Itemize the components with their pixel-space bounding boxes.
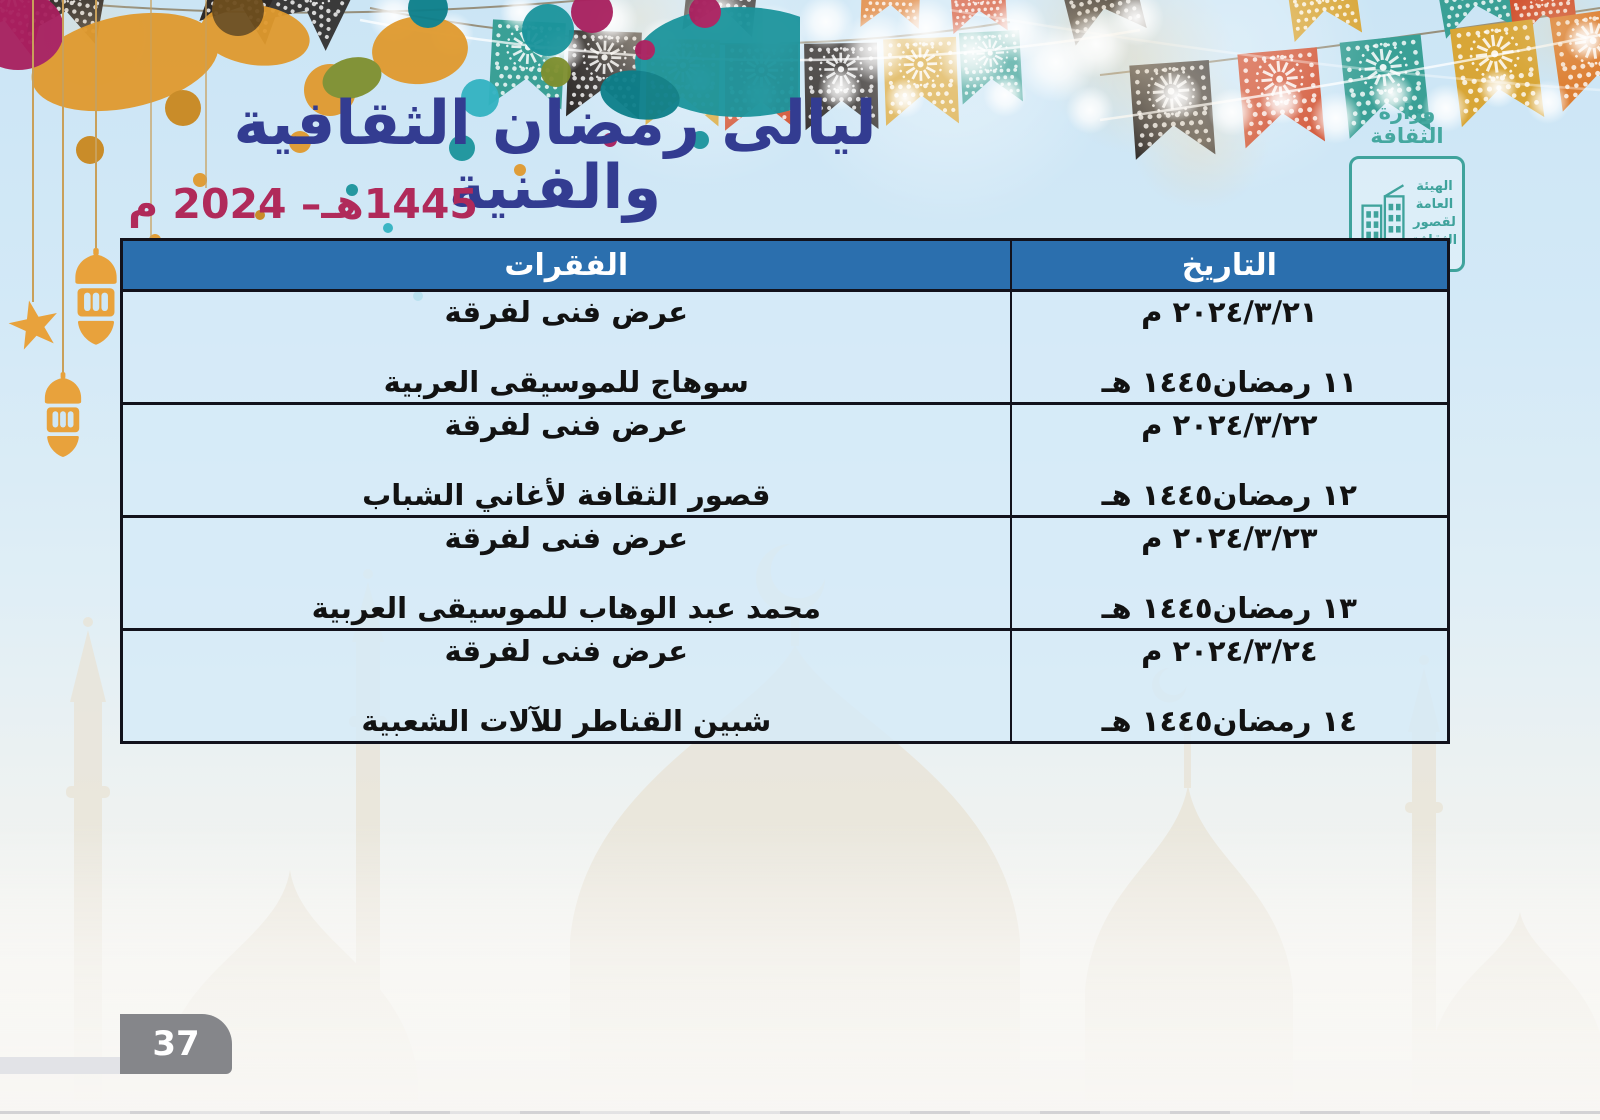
page-subtitle: 1445هـ– 2024 م [128,180,478,228]
date-cell: ٢٠٢٤/٣/٢٤ م ١٤ رمضان١٤٤٥ هـ [1009,628,1450,744]
program-cell: عرض فنى لفرقة شبين القناطر للآلات الشعبي… [120,628,1012,744]
column-header-date: التاريخ [1009,238,1450,292]
page-header: ليالى رمضان الثقافية والفنية [170,88,940,224]
schedule-table: التاريخ الفقرات ٢٠٢٤/٣/٢١ م ١١ رمضان١٤٤٥… [120,238,1450,744]
program-line1: عرض فنى لفرقة [444,295,689,329]
column-header-programs: الفقرات [120,238,1012,292]
hijri-date: ١٣ رمضان١٤٤٥ هـ [1101,591,1357,625]
program-cell: عرض فنى لفرقة قصور الثقافة لأغاني الشباب [120,402,1012,518]
page-number-strip [0,1057,128,1074]
program-line2: سوهاج للموسيقى العربية [383,365,749,399]
program-cell: عرض فنى لفرقة سوهاج للموسيقى العربية [120,289,1012,405]
program-line2: شبين القناطر للآلات الشعبية [361,704,772,738]
date-cell: ٢٠٢٤/٣/٢٣ م ١٣ رمضان١٤٤٥ هـ [1009,515,1450,631]
gregorian-date: ٢٠٢٤/٣/٢٢ م [1141,408,1318,442]
program-cell: عرض فنى لفرقة محمد عبد الوهاب للموسيقى ا… [120,515,1012,631]
ornament-string [205,0,207,188]
ornament-string [150,0,152,238]
bottom-divider [0,1111,1600,1114]
table-header-row: التاريخ الفقرات [120,238,1450,292]
ornament-string [95,0,97,250]
lantern-icon [42,372,84,460]
table-row: ٢٠٢٤/٣/٢٤ م ١٤ رمضان١٤٤٥ هـ عرض فنى لفرق… [120,628,1450,744]
hijri-date: ١١ رمضان١٤٤٥ هـ [1101,365,1357,399]
ornament-string [62,0,64,374]
table-row: ٢٠٢٤/٣/٢١ م ١١ رمضان١٤٤٥ هـ عرض فنى لفرق… [120,289,1450,405]
date-cell: ٢٠٢٤/٣/٢٢ م ١٢ رمضان١٤٤٥ هـ [1009,402,1450,518]
star-icon [8,300,57,350]
table-row: ٢٠٢٤/٣/٢٣ م ١٣ رمضان١٤٤٥ هـ عرض فنى لفرق… [120,515,1450,631]
lantern-icon [72,248,120,348]
gregorian-date: ٢٠٢٤/٣/٢١ م [1141,295,1318,329]
ornament-string [32,0,34,302]
program-line1: عرض فنى لفرقة [444,634,689,668]
program-line1: عرض فنى لفرقة [444,521,689,555]
hijri-date: ١٤ رمضان١٤٤٥ هـ [1101,704,1357,738]
page-number-badge: 37 [120,1014,232,1074]
table-row: ٢٠٢٤/٣/٢٢ م ١٢ رمضان١٤٤٥ هـ عرض فنى لفرق… [120,402,1450,518]
program-line2: محمد عبد الوهاب للموسيقى العربية [311,591,822,625]
hijri-date: ١٢ رمضان١٤٤٥ هـ [1101,478,1357,512]
authority-name: الهيئة العامة لقصور الثقافة [1412,178,1457,249]
date-cell: ٢٠٢٤/٣/٢١ م ١١ رمضان١٤٤٥ هـ [1009,289,1450,405]
schedule-table-wrap: التاريخ الفقرات ٢٠٢٤/٣/٢١ م ١١ رمضان١٤٤٥… [120,238,1450,744]
program-line2: قصور الثقافة لأغاني الشباب [362,478,771,512]
page-title: ليالى رمضان الثقافية والفنية [233,88,877,224]
background-fade [0,820,1600,1120]
ministry-name: وزارة الثقافة [1370,100,1444,148]
gregorian-date: ٢٠٢٤/٣/٢٣ م [1141,521,1318,555]
paint-splash-decoration [0,0,800,301]
program-line1: عرض فنى لفرقة [444,408,689,442]
gregorian-date: ٢٠٢٤/٣/٢٤ م [1141,634,1318,668]
